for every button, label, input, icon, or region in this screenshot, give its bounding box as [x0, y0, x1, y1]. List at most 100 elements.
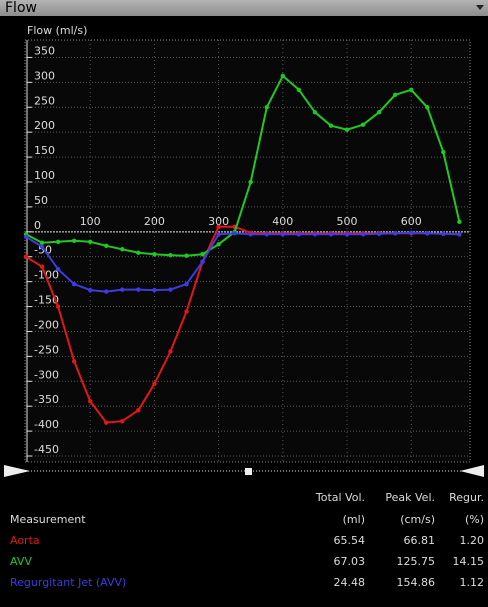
column-header: Peak Vel.	[385, 491, 435, 504]
column-header: (ml)	[343, 513, 365, 526]
data-point	[152, 287, 157, 293]
series-line	[25, 74, 461, 257]
data-point	[152, 252, 157, 257]
row-name: AVV	[10, 555, 32, 568]
cell: 125.75	[397, 555, 436, 568]
data-point	[184, 253, 189, 258]
y-tick-label: -150	[34, 294, 59, 307]
data-point	[55, 304, 61, 309]
data-point	[232, 231, 237, 236]
data-point	[88, 287, 93, 293]
data-point	[248, 179, 253, 185]
x-tick-label: 500	[337, 215, 358, 228]
data-point	[152, 381, 157, 386]
y-tick-label: 0	[34, 219, 41, 232]
data-point	[360, 232, 366, 237]
data-point	[136, 250, 141, 255]
data-point	[296, 87, 302, 93]
y-tick-label: 200	[34, 119, 55, 132]
data-point	[264, 105, 269, 110]
plot-area	[24, 39, 471, 463]
y-tick-label: 50	[34, 194, 48, 207]
data-point	[120, 287, 125, 292]
data-point	[344, 127, 350, 132]
data-point	[39, 264, 45, 269]
x-tick-label: 400	[272, 215, 293, 228]
data-point	[376, 110, 382, 115]
data-point	[168, 287, 173, 292]
data-point	[280, 73, 286, 79]
y-tick-label: -200	[34, 318, 59, 331]
data-point	[184, 309, 189, 314]
data-point	[71, 238, 77, 243]
data-point	[328, 232, 334, 237]
data-point	[409, 87, 414, 93]
data-point	[392, 92, 398, 98]
data-point	[104, 420, 109, 425]
data-point	[88, 239, 93, 244]
data-point	[409, 230, 414, 236]
data-point	[55, 239, 61, 244]
data-point	[425, 105, 430, 110]
cell: 67.03	[334, 555, 366, 568]
cell: 24.48	[334, 576, 366, 589]
y-tick-label: -450	[34, 443, 59, 456]
data-point	[425, 231, 430, 236]
column-header: Measurement	[10, 513, 86, 526]
x-tick-label: 200	[144, 215, 165, 228]
dropdown-arrow[interactable]	[476, 5, 484, 10]
data-point	[104, 289, 109, 294]
y-tick-label: 300	[34, 69, 55, 82]
data-point	[184, 281, 189, 287]
data-point	[200, 252, 205, 257]
data-point	[312, 232, 318, 237]
y-tick-label: -400	[34, 418, 59, 431]
slider-thumb[interactable]	[245, 468, 252, 475]
data-point	[88, 399, 93, 404]
data-point	[216, 242, 221, 247]
data-point	[441, 149, 446, 155]
y-tick-label: 100	[34, 169, 55, 182]
data-point	[328, 123, 334, 128]
data-point	[120, 418, 125, 424]
cell: 14.15	[453, 555, 485, 568]
data-point	[168, 349, 173, 354]
data-point	[280, 232, 286, 237]
data-point	[168, 253, 173, 258]
panel-title: Flow	[5, 0, 37, 16]
data-point	[71, 281, 77, 287]
y-axis-label: Flow (ml/s)	[27, 24, 87, 37]
data-point	[392, 231, 398, 236]
data-point	[104, 243, 109, 248]
data-point	[39, 240, 45, 245]
cell: 65.54	[334, 534, 366, 547]
data-point	[136, 287, 141, 292]
cell: 1.20	[460, 534, 485, 547]
data-point	[296, 232, 302, 237]
data-point	[216, 232, 221, 237]
y-tick-label: -350	[34, 393, 59, 406]
column-header: (cm/s)	[400, 513, 435, 526]
row-name: Aorta	[10, 534, 40, 547]
data-point	[312, 110, 318, 115]
cell: 66.81	[404, 534, 436, 547]
x-tick-label: 100	[80, 215, 101, 228]
data-point	[457, 232, 462, 237]
column-header: (%)	[465, 513, 484, 526]
data-point	[441, 231, 446, 237]
y-tick-label: 150	[34, 144, 55, 157]
data-point	[39, 244, 45, 249]
slider-left-handle[interactable]	[4, 465, 30, 477]
y-tick-label: -300	[34, 368, 59, 381]
data-point	[23, 234, 29, 240]
x-tick-label: 600	[401, 215, 422, 228]
slider-right-handle[interactable]	[460, 465, 484, 477]
x-tick-label: 300	[208, 215, 229, 228]
data-point	[360, 122, 366, 127]
data-point	[248, 232, 253, 237]
data-point	[71, 359, 77, 364]
title-bar	[0, 0, 488, 16]
data-point	[344, 232, 350, 237]
data-point	[264, 232, 269, 237]
